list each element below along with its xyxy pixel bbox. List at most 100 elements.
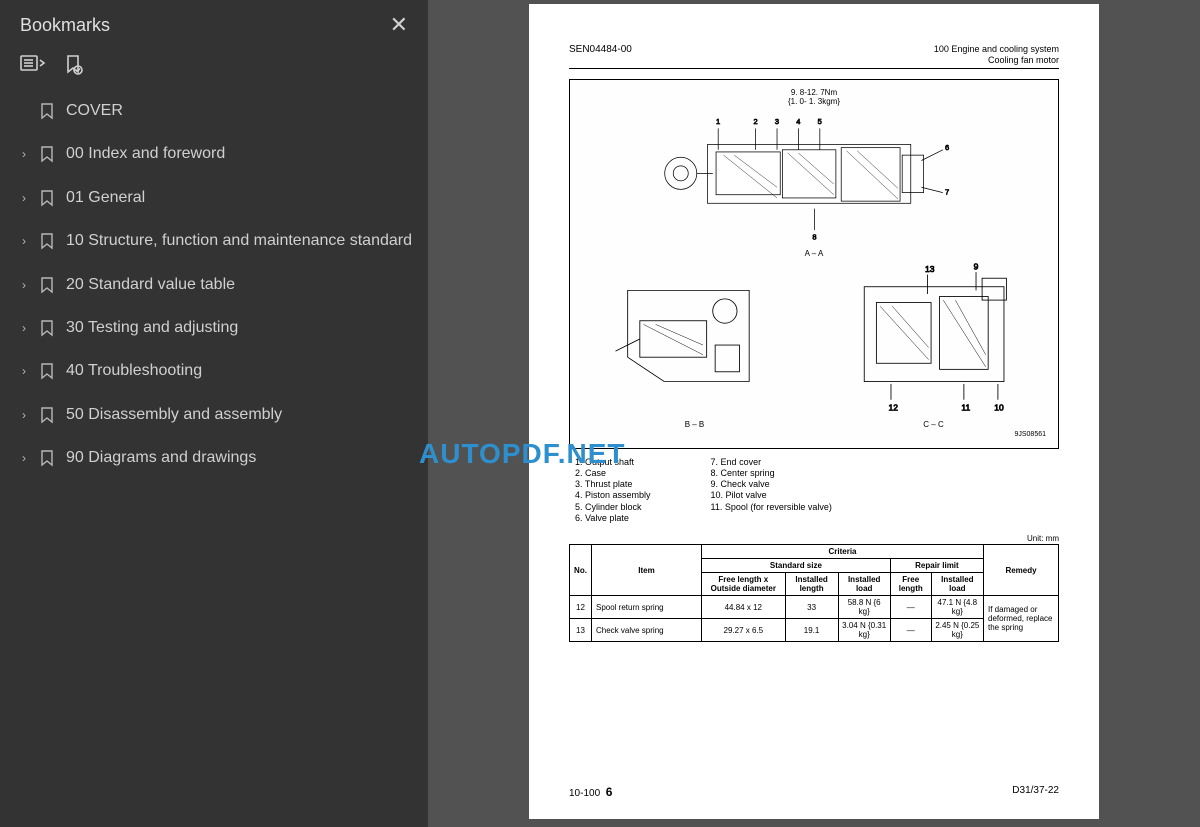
bookmark-item-testing[interactable]: › 30 Testing and adjusting — [10, 309, 418, 352]
bookmarks-sidebar: Bookmarks ✕ › COVER › — [0, 0, 428, 827]
chevron-right-icon[interactable]: › — [16, 363, 32, 380]
cell-remedy: If damaged or deformed, replace the spri… — [984, 596, 1059, 642]
cell-free-od: 44.84 x 12 — [702, 596, 786, 619]
cell-no: 13 — [570, 619, 592, 642]
svg-text:9: 9 — [974, 262, 979, 272]
ribbon-bookmark-icon[interactable] — [60, 54, 86, 76]
pdf-viewport[interactable]: SEN04484-00 100 Engine and cooling syste… — [428, 0, 1200, 827]
bookmark-item-disassembly[interactable]: › 50 Disassembly and assembly — [10, 396, 418, 439]
bookmark-label: 01 General — [66, 187, 412, 209]
bookmark-label: 00 Index and foreword — [66, 143, 412, 165]
section-line2: Cooling fan motor — [934, 55, 1059, 66]
mechanical-drawing-aa: 1 2 3 4 5 6 7 8 — [654, 106, 975, 247]
bookmark-ribbon-icon — [38, 319, 56, 344]
svg-text:13: 13 — [925, 264, 935, 274]
th-inst-load: Installed load — [838, 573, 890, 596]
svg-text:3: 3 — [774, 117, 778, 126]
chevron-right-icon[interactable]: › — [16, 277, 32, 294]
part-item: 9. Check valve — [711, 479, 832, 490]
part-item: 3. Thrust plate — [575, 479, 651, 490]
part-item: 4. Piston assembly — [575, 490, 651, 501]
chevron-right-icon[interactable]: › — [16, 233, 32, 250]
bookmark-ribbon-icon — [38, 406, 56, 431]
bookmark-label: 40 Troubleshooting — [66, 360, 412, 382]
bookmark-label: 20 Standard value table — [66, 274, 412, 296]
cell-inst-len: 33 — [785, 596, 838, 619]
th-free-od: Free length x Outside diameter — [702, 573, 786, 596]
chevron-right-icon[interactable]: › — [16, 320, 32, 337]
diagram-section-bb: B – B — [578, 260, 811, 429]
footer-right: D31/37-22 — [1012, 785, 1059, 799]
svg-text:1: 1 — [716, 117, 720, 126]
th-inst-len: Installed length — [785, 573, 838, 596]
th-no: No. — [570, 545, 592, 596]
pdf-page: SEN04484-00 100 Engine and cooling syste… — [529, 4, 1099, 819]
cell-free-od: 29.27 x 6.5 — [702, 619, 786, 642]
section-label-cc: C – C — [923, 420, 943, 429]
bookmark-item-standard-value[interactable]: › 20 Standard value table — [10, 266, 418, 309]
section-label-aa: A – A — [805, 249, 824, 258]
th-free-len: Free length — [890, 573, 931, 596]
bookmark-ribbon-icon — [38, 362, 56, 387]
bookmark-item-structure[interactable]: › 10 Structure, function and maintenance… — [10, 222, 418, 265]
part-item: 1. Output shaft — [575, 457, 651, 468]
part-item: 10. Pilot valve — [711, 490, 832, 501]
svg-text:5: 5 — [817, 117, 821, 126]
bookmark-item-troubleshooting[interactable]: › 40 Troubleshooting — [10, 352, 418, 395]
parts-list: 1. Output shaft 2. Case 3. Thrust plate … — [569, 457, 1059, 525]
bookmark-ribbon-icon — [38, 276, 56, 301]
part-item: 6. Valve plate — [575, 513, 651, 524]
part-item: 5. Cylinder block — [575, 502, 651, 513]
page-header: SEN04484-00 100 Engine and cooling syste… — [569, 44, 1059, 69]
diagram-id: 9JS08561 — [1014, 431, 1046, 438]
part-item: 7. End cover — [711, 457, 832, 468]
technical-diagram: 9. 8-12. 7Nm {1. 0- 1. 3kgm} 1 2 — [569, 79, 1059, 449]
diagram-section-cc: 13 9 12 11 10 C – C — [817, 260, 1050, 429]
bookmark-label: 30 Testing and adjusting — [66, 317, 412, 339]
outline-view-icon[interactable] — [20, 54, 46, 76]
bookmark-ribbon-icon — [38, 102, 56, 127]
cell-inst-load: 58.8 N {6 kg} — [838, 596, 890, 619]
svg-text:7: 7 — [945, 188, 949, 197]
section-label-bb: B – B — [685, 420, 705, 429]
svg-text:11: 11 — [961, 403, 970, 413]
cell-inst-load: 3.04 N {0.31 kg} — [838, 619, 890, 642]
cell-item: Spool return spring — [592, 596, 702, 619]
bookmark-item-index[interactable]: › 00 Index and foreword — [10, 135, 418, 178]
part-item: 8. Center spring — [711, 468, 832, 479]
bookmark-ribbon-icon — [38, 145, 56, 170]
th-remedy: Remedy — [984, 545, 1059, 596]
page-footer: 10-100 6 D31/37-22 — [569, 785, 1059, 799]
cell-item: Check valve spring — [592, 619, 702, 642]
chevron-right-icon[interactable]: › — [16, 190, 32, 207]
sidebar-title: Bookmarks — [20, 15, 110, 36]
parts-list-right: 7. End cover 8. Center spring 9. Check v… — [711, 457, 832, 525]
parts-list-left: 1. Output shaft 2. Case 3. Thrust plate … — [575, 457, 651, 525]
bookmark-label: 10 Structure, function and maintenance s… — [66, 230, 412, 252]
diagram-section-aa: 9. 8-12. 7Nm {1. 0- 1. 3kgm} 1 2 — [578, 89, 1050, 258]
close-icon[interactable]: ✕ — [390, 12, 408, 38]
svg-text:2: 2 — [753, 117, 757, 126]
cell-rl-free: — — [890, 619, 931, 642]
svg-text:4: 4 — [796, 117, 800, 126]
chevron-right-icon[interactable]: › — [16, 407, 32, 424]
th-criteria: Criteria — [702, 545, 984, 559]
cell-rl-load: 47.1 N {4.8 kg} — [931, 596, 983, 619]
part-item: 2. Case — [575, 468, 651, 479]
bookmark-item-cover[interactable]: › COVER — [10, 92, 418, 135]
sidebar-toolbar — [0, 46, 428, 86]
svg-text:10: 10 — [994, 403, 1004, 413]
unit-label: Unit: mm — [569, 534, 1059, 543]
footer-left: 10-100 6 — [569, 785, 612, 799]
chevron-right-icon[interactable]: › — [16, 450, 32, 467]
doc-number: SEN04484-00 — [569, 44, 632, 66]
cell-rl-load: 2.45 N {0.25 kg} — [931, 619, 983, 642]
svg-text:6: 6 — [945, 143, 949, 152]
th-repair-limit: Repair limit — [890, 559, 983, 573]
bookmark-item-diagrams[interactable]: › 90 Diagrams and drawings — [10, 439, 418, 482]
bookmark-item-general[interactable]: › 01 General — [10, 179, 418, 222]
th-item: Item — [592, 545, 702, 596]
page-number: 6 — [606, 785, 613, 799]
bookmark-label: COVER — [66, 100, 412, 122]
chevron-right-icon[interactable]: › — [16, 146, 32, 163]
